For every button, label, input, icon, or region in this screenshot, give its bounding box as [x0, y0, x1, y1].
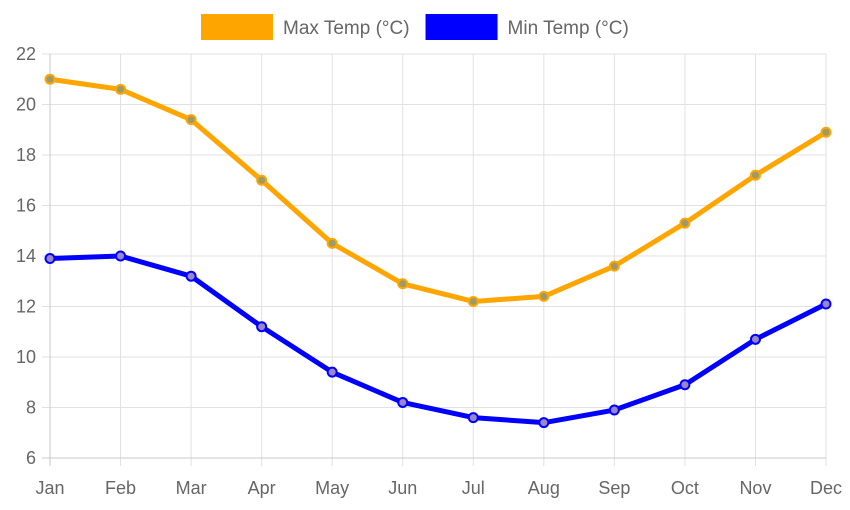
- data-point[interactable]: [679, 217, 691, 229]
- x-tick-label: Oct: [671, 478, 699, 498]
- legend: Max Temp (°C) Min Temp (°C): [201, 14, 629, 40]
- data-point[interactable]: [256, 321, 268, 333]
- y-tick-label: 6: [26, 448, 36, 468]
- data-point[interactable]: [608, 404, 620, 416]
- y-tick-label: 10: [16, 347, 36, 367]
- data-point[interactable]: [820, 298, 832, 310]
- grid: [42, 53, 827, 466]
- y-tick-label: 8: [26, 398, 36, 418]
- data-point[interactable]: [749, 333, 761, 345]
- data-point[interactable]: [256, 174, 268, 186]
- x-tick-label: Jun: [388, 478, 417, 498]
- series-line-0: [47, 76, 829, 304]
- data-point[interactable]: [44, 253, 56, 265]
- x-tick-label: Nov: [739, 478, 771, 498]
- y-tick-label: 12: [16, 297, 36, 317]
- y-tick-label: 14: [16, 246, 36, 266]
- data-point[interactable]: [608, 260, 620, 272]
- data-point[interactable]: [115, 250, 127, 262]
- axes: 6 8 10 12 14 16 18 20 22 Jan Feb Mar Apr May Jun Jul Aug…: [16, 44, 842, 498]
- data-point[interactable]: [467, 412, 479, 424]
- y-tick-label: 18: [16, 145, 36, 165]
- data-point[interactable]: [538, 417, 550, 429]
- data-point[interactable]: [820, 126, 832, 138]
- x-tick-label: Jul: [462, 478, 485, 498]
- x-tick-label: Jan: [35, 478, 64, 498]
- legend-swatch-1[interactable]: [425, 14, 498, 40]
- data-point[interactable]: [749, 169, 761, 181]
- x-tick-label: Apr: [248, 478, 276, 498]
- data-point[interactable]: [326, 237, 338, 249]
- x-tick-label: Dec: [810, 478, 842, 498]
- series-layer: [44, 73, 832, 429]
- data-point[interactable]: [115, 83, 127, 95]
- x-tick-label: Sep: [598, 478, 630, 498]
- series-line-1: [47, 253, 829, 426]
- x-tick-label: Mar: [176, 478, 207, 498]
- legend-label-0[interactable]: Max Temp (°C): [283, 18, 410, 39]
- data-point[interactable]: [679, 379, 691, 391]
- y-tick-label: 20: [16, 95, 36, 115]
- legend-swatch-0[interactable]: [201, 14, 273, 40]
- y-tick-label: 22: [16, 44, 36, 64]
- legend-label-1[interactable]: Min Temp (°C): [508, 18, 629, 39]
- data-point[interactable]: [185, 114, 197, 126]
- data-point[interactable]: [397, 396, 409, 408]
- data-point[interactable]: [44, 73, 56, 85]
- data-point[interactable]: [397, 278, 409, 290]
- x-tick-label: Aug: [528, 478, 560, 498]
- data-point[interactable]: [467, 295, 479, 307]
- data-point[interactable]: [185, 270, 197, 282]
- data-point[interactable]: [538, 290, 550, 302]
- x-tick-label: Feb: [105, 478, 136, 498]
- data-point[interactable]: [326, 366, 338, 378]
- y-tick-label: 16: [16, 196, 36, 216]
- x-tick-label: May: [315, 478, 349, 498]
